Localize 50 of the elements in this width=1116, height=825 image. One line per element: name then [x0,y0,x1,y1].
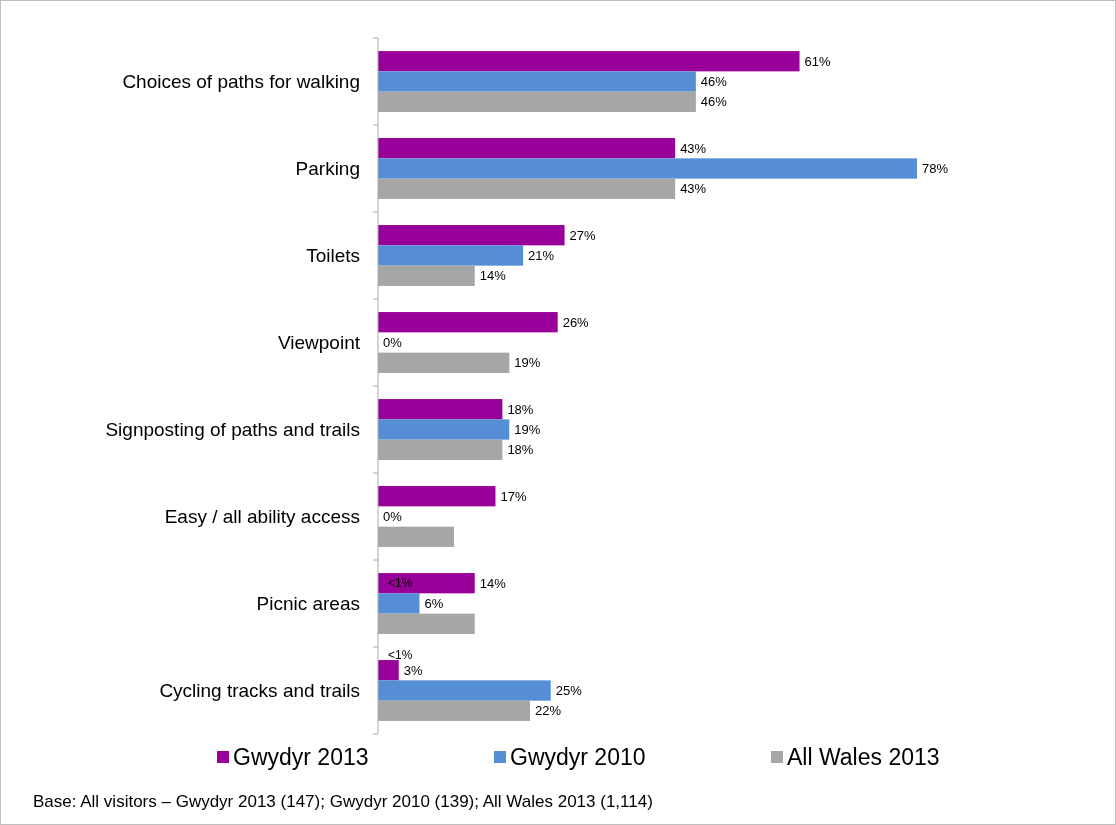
y-tick-label: Cycling tracks and trails [159,680,360,701]
bar [378,312,558,333]
data-label: 27% [569,227,597,243]
bar [378,71,696,92]
data-label: 14% [479,268,507,284]
data-label: 43% [680,181,707,197]
data-label: 26% [562,314,590,330]
bar [378,245,524,266]
text: Base: All visitors – Gwydyr 2013 (147); Gwydyr 2010 (139); All Wales 2013 (1,114) [33,791,653,811]
data-label: 46% [700,94,728,110]
y-tick-label: Picnic areas [256,593,360,614]
data-label: 61% [804,53,831,69]
y-tick-label: Easy / all ability access [164,506,360,527]
data-label: 0% [383,509,403,524]
bar [378,419,510,440]
bar [378,225,565,246]
bar [378,573,475,594]
bar [378,593,420,614]
data-label: 17% [500,488,527,504]
bar [378,399,503,420]
y-tick-label: Choices of paths for walking [122,71,360,92]
data-label: 6% [424,596,444,611]
bar [378,51,800,72]
data-label: 25% [555,683,583,698]
data-label: 78% [922,161,949,176]
legend-label: Gwydyr 2010 [510,744,646,770]
data-label: 21% [528,248,555,263]
y-tick-label: Viewpoint [277,332,361,353]
legend-label: All Wales 2013 [787,744,940,770]
annotation: <1% [388,576,413,591]
bar [378,680,551,701]
data-label: 22% [535,703,562,719]
data-label: 19% [514,422,541,437]
bar [378,660,399,681]
y-tick-label: Toilets [306,245,360,266]
annotation: <1% [388,648,413,663]
bar [378,138,676,159]
y-tick-label: Parking [295,158,360,179]
data-label: 3% [403,662,423,678]
data-label: 46% [700,74,728,89]
legend-label: Gwydyr 2013 [233,744,369,770]
bar [378,486,496,507]
data-label: 14% [479,575,507,591]
y-tick-label: Signposting of paths and trails [105,419,360,440]
data-label: 0% [383,335,403,350]
data-label: 19% [514,355,541,371]
data-label: 18% [507,401,534,417]
bar [378,158,917,179]
data-label: 43% [680,140,707,156]
data-label: 18% [507,442,534,458]
